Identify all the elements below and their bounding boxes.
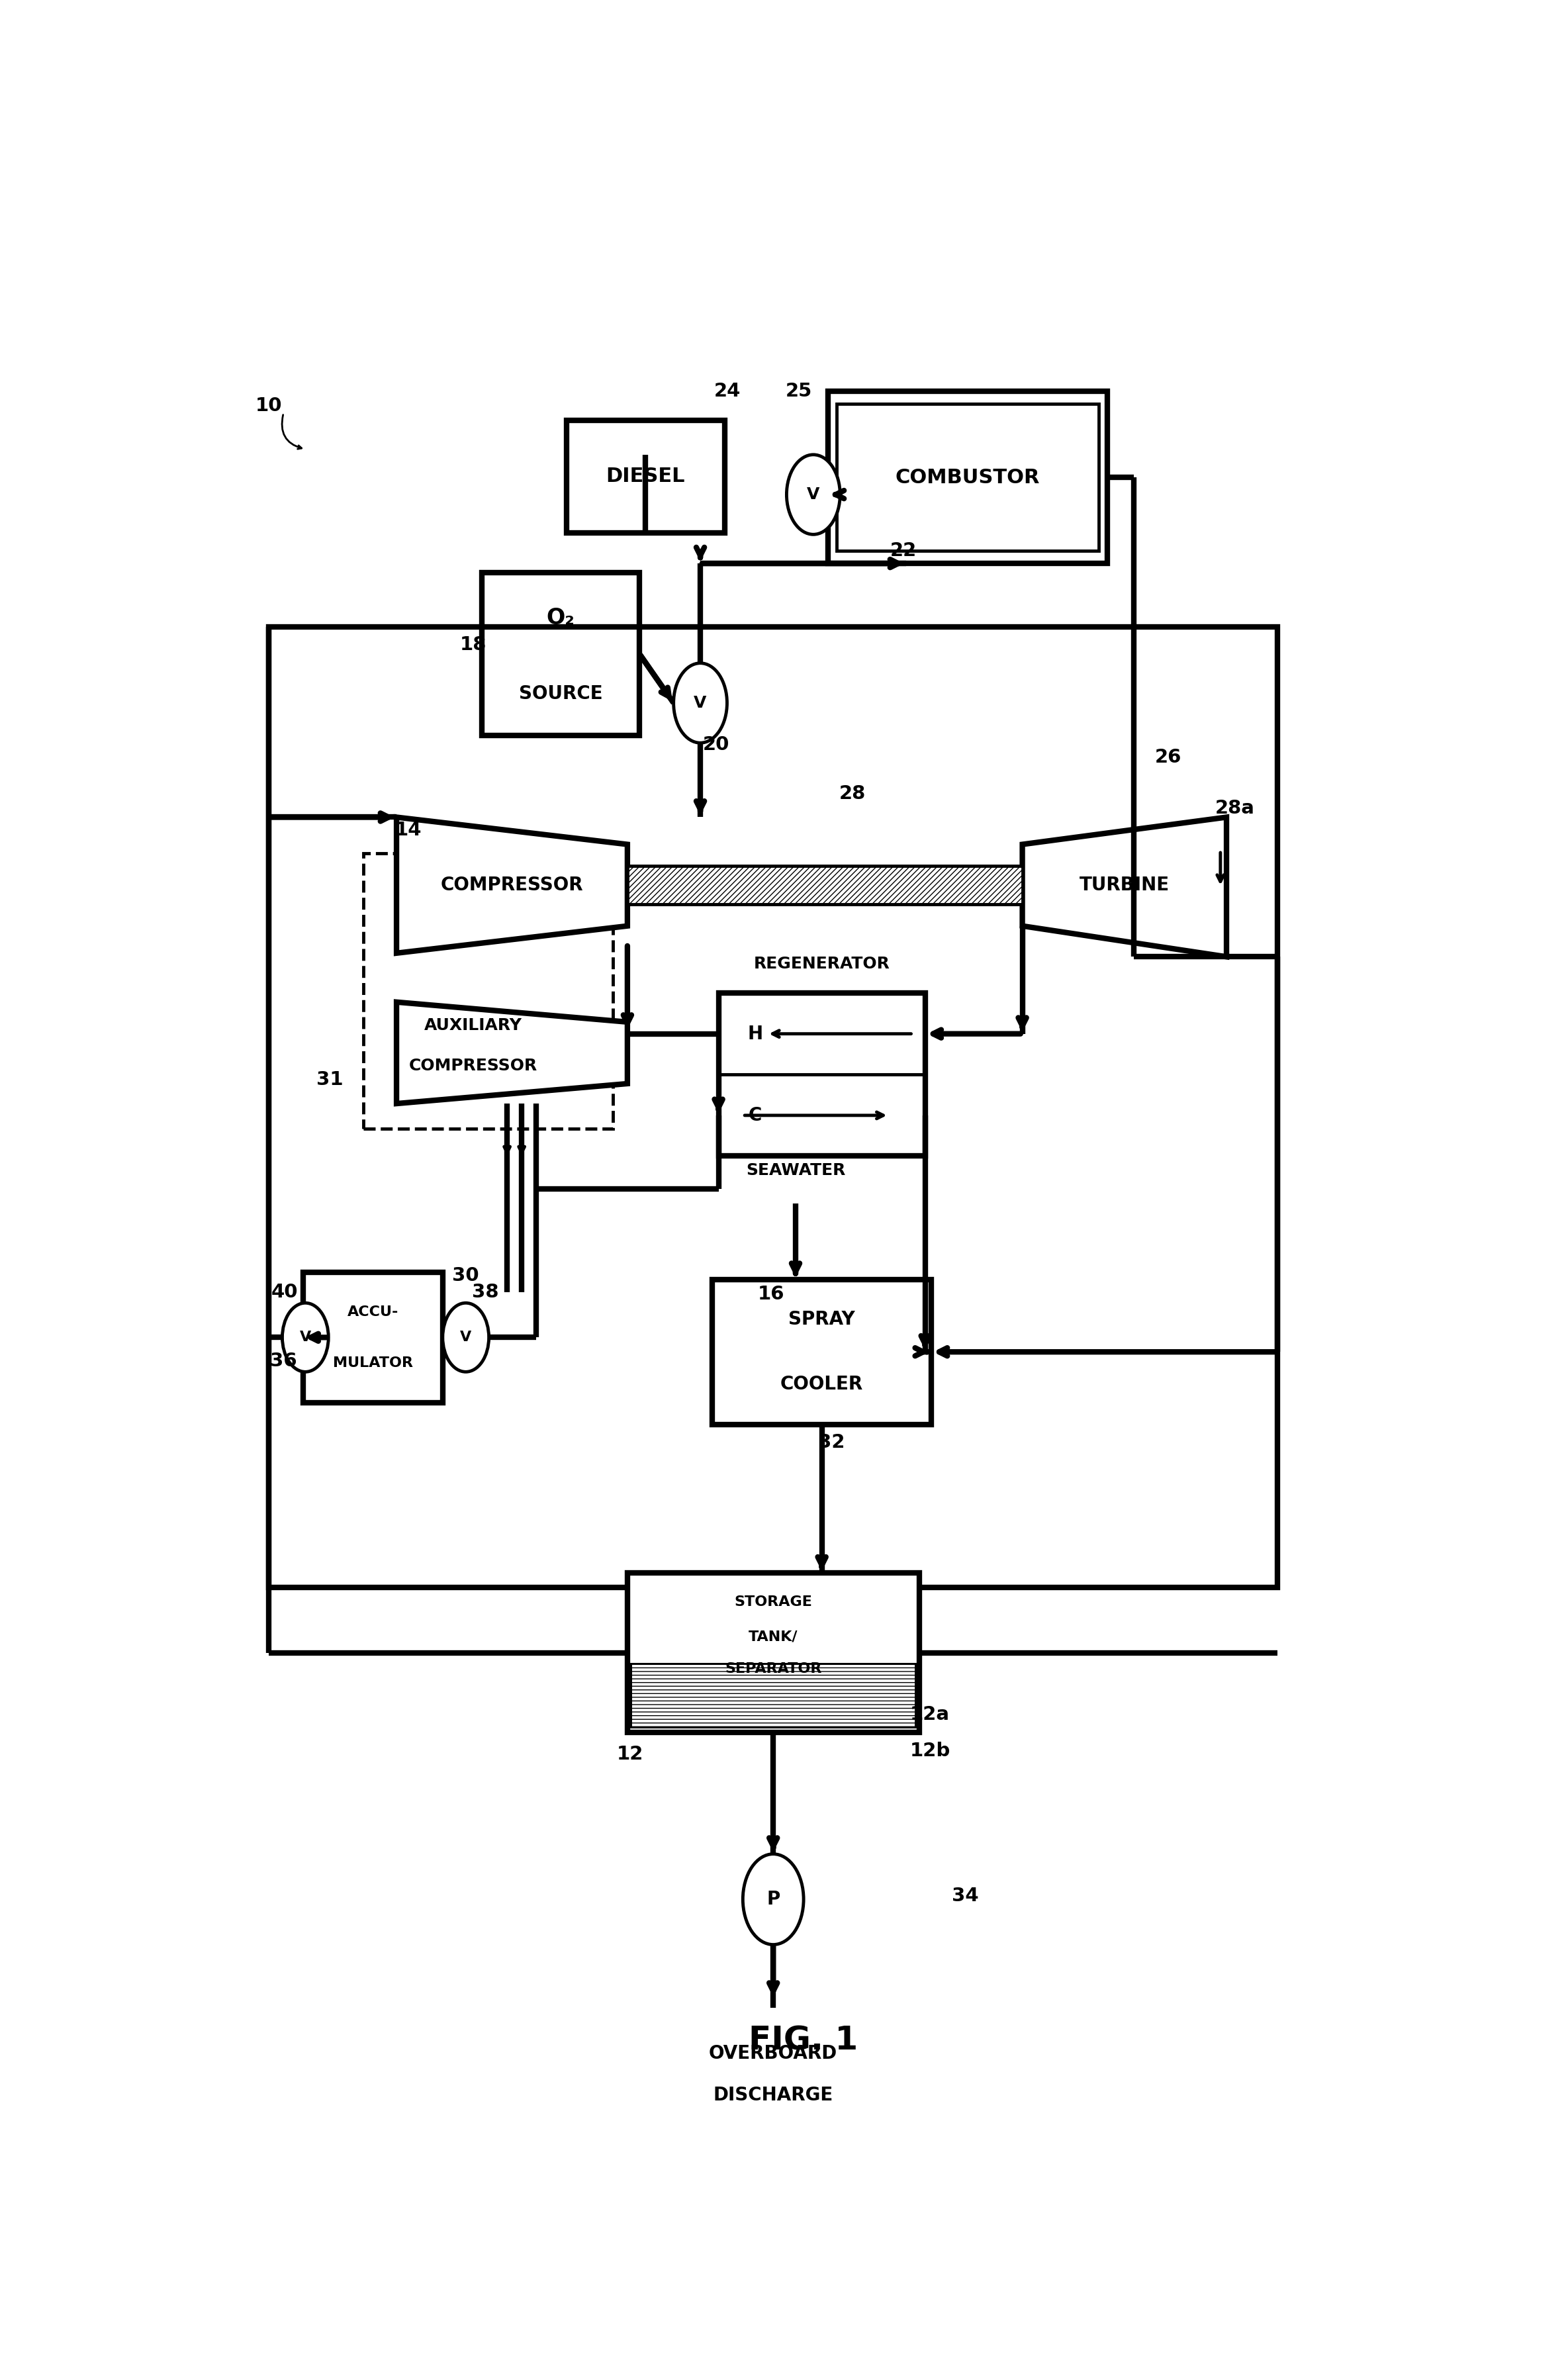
Bar [627, 1572, 919, 1733]
Bar [566, 421, 724, 532]
Text: FIG. 1: FIG. 1 [750, 2024, 858, 2057]
Text: 28: 28 [839, 784, 866, 803]
Text: 12a: 12a [909, 1704, 950, 1723]
Circle shape [282, 1304, 328, 1372]
Bar [303, 1271, 442, 1403]
Text: DIESEL: DIESEL [607, 466, 685, 485]
Bar [627, 866, 1022, 904]
Text: TURBINE: TURBINE [1079, 876, 1170, 895]
Text: O₂: O₂ [546, 607, 575, 629]
Text: 32: 32 [818, 1434, 845, 1452]
Text: 24: 24 [713, 381, 740, 400]
Bar [627, 866, 1022, 904]
Text: COOLER: COOLER [781, 1375, 864, 1394]
Text: SOURCE: SOURCE [519, 685, 602, 704]
Text: V: V [808, 487, 820, 501]
Text: COMBUSTOR: COMBUSTOR [895, 468, 1040, 487]
Polygon shape [397, 1003, 627, 1104]
Text: 10: 10 [256, 395, 282, 414]
Text: SEPARATOR: SEPARATOR [724, 1662, 822, 1676]
Text: 26: 26 [1154, 749, 1182, 767]
Bar [364, 855, 613, 1130]
Text: 28a: 28a [1215, 798, 1254, 817]
Text: SEAWATER: SEAWATER [746, 1163, 845, 1179]
Text: 14: 14 [395, 822, 422, 838]
Bar [712, 1278, 931, 1424]
Text: 36: 36 [270, 1351, 296, 1370]
Polygon shape [1022, 817, 1226, 956]
Text: TANK/: TANK/ [748, 1631, 798, 1643]
Text: 22: 22 [891, 541, 917, 560]
Text: P: P [767, 1890, 779, 1909]
Text: 25: 25 [786, 381, 812, 400]
Text: AUXILIARY: AUXILIARY [423, 1017, 522, 1033]
Text: V: V [695, 694, 707, 711]
Text: H: H [748, 1024, 762, 1043]
Text: MULATOR: MULATOR [332, 1356, 412, 1370]
Circle shape [743, 1855, 803, 1944]
Bar [718, 993, 925, 1156]
Text: SPRAY: SPRAY [789, 1311, 855, 1328]
Text: C: C [748, 1106, 762, 1125]
Circle shape [442, 1304, 489, 1372]
Text: REGENERATOR: REGENERATOR [754, 956, 891, 972]
Circle shape [787, 454, 840, 534]
Text: 12: 12 [616, 1744, 643, 1763]
Text: ACCU-: ACCU- [347, 1306, 398, 1318]
Text: 20: 20 [702, 734, 729, 753]
Bar [828, 391, 1107, 563]
Bar [630, 1664, 916, 1728]
Text: 18: 18 [459, 636, 486, 654]
Text: 31: 31 [317, 1071, 343, 1090]
Text: DISCHARGE: DISCHARGE [713, 2086, 833, 2104]
Text: 34: 34 [952, 1886, 978, 1904]
Text: COMPRESSOR: COMPRESSOR [441, 876, 583, 895]
Bar [481, 572, 640, 734]
Text: V: V [299, 1330, 310, 1344]
Text: 16: 16 [757, 1285, 784, 1304]
Bar [630, 1664, 916, 1728]
Text: COMPRESSOR: COMPRESSOR [409, 1057, 538, 1073]
Text: 40: 40 [271, 1283, 298, 1302]
Polygon shape [397, 817, 627, 953]
Bar [836, 405, 1099, 551]
Bar [270, 626, 1278, 1587]
Text: OVERBOARD: OVERBOARD [709, 2043, 837, 2062]
Circle shape [674, 664, 728, 744]
Text: 12b: 12b [909, 1742, 950, 1761]
Text: 38: 38 [472, 1283, 499, 1302]
Text: 30: 30 [452, 1266, 480, 1285]
Text: V: V [459, 1330, 472, 1344]
Text: STORAGE: STORAGE [734, 1596, 812, 1608]
